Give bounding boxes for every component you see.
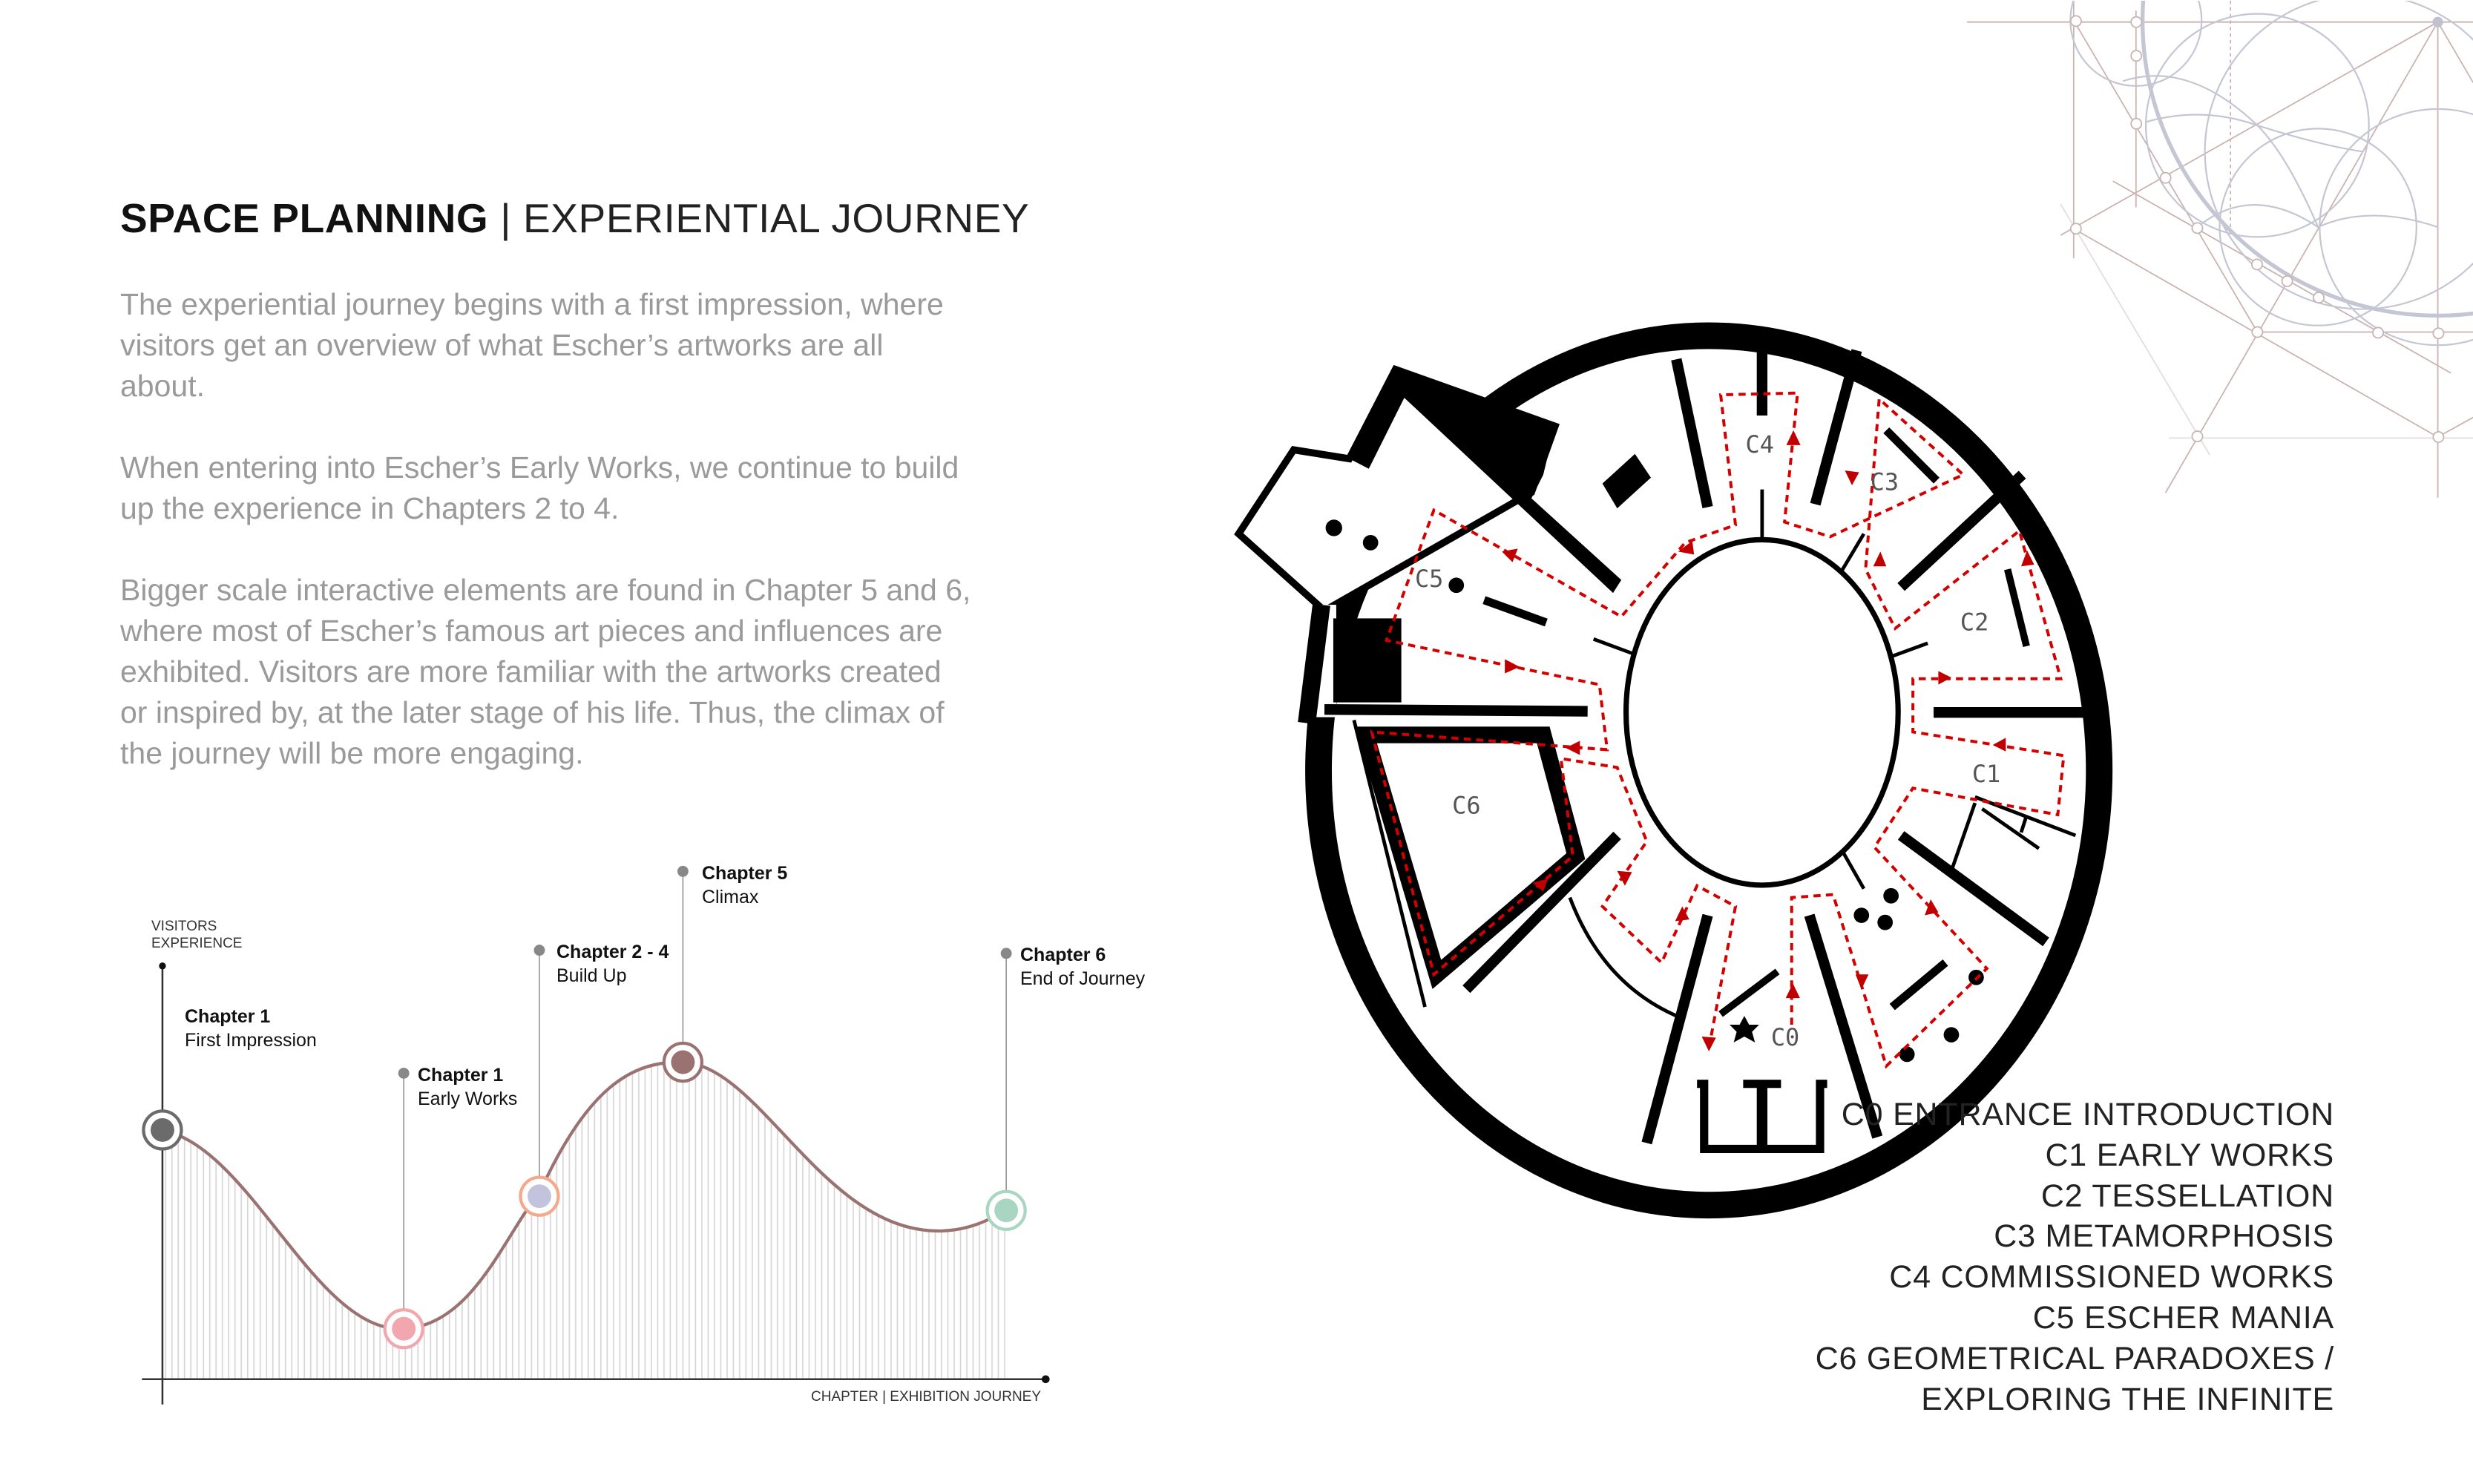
legend-item: C0 ENTRANCE INTRODUCTION: [1841, 1097, 2334, 1132]
exhibit-dots: [1325, 519, 1984, 1063]
zone-label-c6: C6: [1452, 791, 1480, 819]
y-axis-label-line: EXPERIENCE: [151, 936, 243, 951]
x-axis-label: CHAPTER | EXHIBITION JOURNEY: [811, 1389, 1042, 1405]
legend-item: C5 ESCHER MANIA: [2032, 1299, 2334, 1336]
visitor-route: [1370, 391, 2066, 1069]
milestone-stage: Early Works: [418, 1089, 518, 1109]
y-axis-label: VISITORS EXPERIENCE: [151, 918, 242, 952]
milestone-stage: Climax: [702, 887, 759, 907]
intro-paragraph: Bigger scale interactive elements are fo…: [120, 573, 971, 770]
milestone-label-dot: [677, 865, 689, 877]
thin-walls: [1352, 489, 2077, 1018]
zone-label-c5: C5: [1415, 565, 1443, 593]
milestone-label-dot: [533, 945, 545, 956]
milestone-label: Chapter 1 Early Works: [418, 1063, 517, 1111]
radial-walls: [1324, 349, 2100, 1145]
intro-text: The experiential journey begins with a f…: [120, 284, 973, 815]
title-bold: SPACE PLANNING: [120, 195, 489, 241]
milestone-label-dot: [398, 1067, 410, 1079]
milestone-chapter: Chapter 1: [185, 1006, 271, 1027]
zone-label-c1: C1: [1972, 760, 2000, 788]
y-axis-end-dot: [159, 962, 166, 970]
milestone-label: Chapter 1 First Impression: [185, 1005, 317, 1052]
legend-item: C1 EARLY WORKS: [2045, 1137, 2334, 1173]
legend-item: C6 GEOMETRICAL PARADOXES /: [1815, 1340, 2334, 1376]
legend-item: EXPLORING THE INFINITE: [1921, 1381, 2334, 1417]
milestone-chapter: Chapter 2 - 4: [556, 942, 669, 962]
experience-curve: [162, 1060, 1008, 1330]
reception-desk: [1697, 1080, 1827, 1153]
milestone-stage: End of Journey: [1020, 968, 1146, 989]
title-separator: |: [500, 195, 512, 241]
milestone-chapter: Chapter 6: [1020, 945, 1106, 965]
milestone-chapter: Chapter 5: [702, 863, 788, 884]
milestone-chapter: Chapter 1: [418, 1065, 504, 1086]
zone-legend: C0 ENTRANCE INTRODUCTION C1 EARLY WORKS …: [1816, 1094, 2334, 1419]
zone-label-c4: C4: [1746, 430, 1774, 459]
central-atrium: [1623, 536, 1901, 888]
milestone-marker: [392, 1316, 416, 1341]
page-title: SPACE PLANNING | EXPERIENTIAL JOURNEY: [120, 194, 1029, 242]
milestone-stage: Build Up: [556, 965, 627, 986]
milestone-marker: [150, 1117, 174, 1142]
title-rest: EXPERIENTIAL JOURNEY: [522, 195, 1030, 241]
milestone-label: Chapter 5 Climax: [702, 861, 787, 909]
intro-paragraph: The experiential journey begins with a f…: [120, 287, 944, 403]
milestone-marker: [671, 1050, 695, 1074]
x-axis-end-dot: [1041, 1375, 1050, 1384]
zone-label-c3: C3: [1871, 467, 1899, 496]
legend-item: C4 COMMISSIONED WORKS: [1889, 1259, 2334, 1296]
milestone-marker: [528, 1184, 551, 1209]
experience-area-hatch: [162, 1062, 1007, 1379]
zone-label-c2: C2: [1960, 608, 1988, 636]
milestone-label-dot: [1000, 948, 1012, 959]
route-arrows: [1502, 430, 2034, 1051]
milestone-label: Chapter 2 - 4 Build Up: [556, 940, 669, 988]
legend-item: C3 METAMORPHOSIS: [1994, 1218, 2334, 1255]
zone-label-c0: C0: [1771, 1023, 1799, 1051]
legend-item: C2 TESSELLATION: [2040, 1178, 2334, 1214]
display-block: [1602, 453, 1652, 509]
c5-wing-wall: [1349, 369, 1622, 594]
milestone-stage: First Impression: [185, 1030, 317, 1051]
intro-paragraph: When entering into Escher’s Early Works,…: [120, 450, 959, 525]
milestone-marker: [994, 1198, 1019, 1223]
milestone-label: Chapter 6 End of Journey: [1020, 943, 1145, 991]
star-icon: [1730, 1016, 1759, 1043]
y-axis-label-line: VISITORS: [151, 919, 217, 934]
zone-labels: C0 C1 C2 C3 C4 C5 C6: [1415, 430, 2000, 1051]
